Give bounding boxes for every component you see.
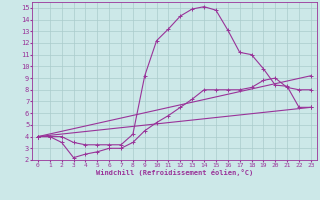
X-axis label: Windchill (Refroidissement éolien,°C): Windchill (Refroidissement éolien,°C) [96, 169, 253, 176]
